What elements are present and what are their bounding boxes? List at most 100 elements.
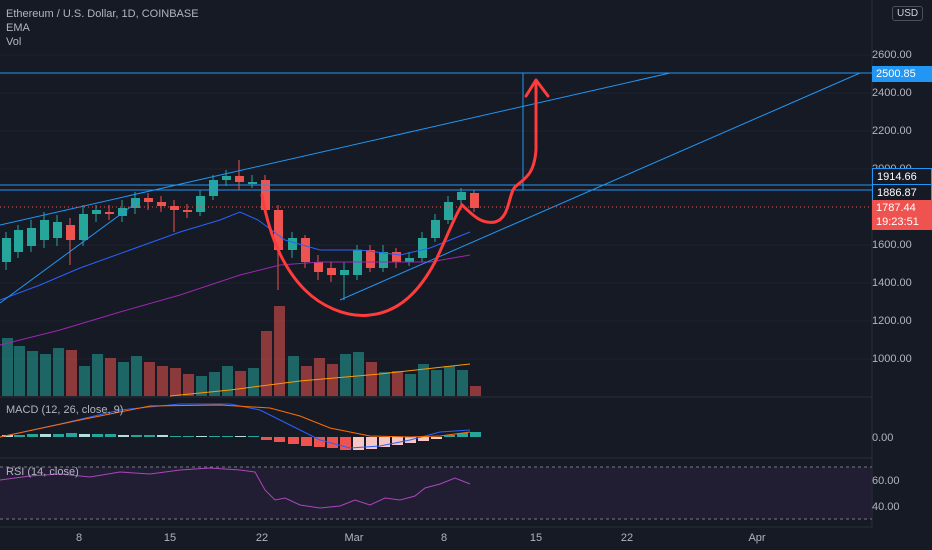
candle-body[interactable] <box>27 228 36 246</box>
candle-body[interactable] <box>431 220 440 238</box>
macd-signal-line <box>0 404 471 438</box>
candle-body[interactable] <box>2 238 11 262</box>
candle-body[interactable] <box>418 238 427 258</box>
time-tick: 22 <box>620 532 634 544</box>
time-tick: 15 <box>163 532 177 544</box>
candle-body[interactable] <box>301 238 310 262</box>
candle-body[interactable] <box>366 250 375 268</box>
candle-body[interactable] <box>248 182 257 184</box>
macd-bar <box>457 433 468 437</box>
macd-bar <box>183 436 194 437</box>
macd-bar <box>340 437 351 450</box>
macd-bar <box>131 435 142 437</box>
rsi-legend[interactable]: RSI (14, close) <box>6 466 79 478</box>
volume-bar <box>288 356 299 396</box>
macd-tick: 0.00 <box>872 432 894 444</box>
candle-body[interactable] <box>157 202 166 206</box>
candle-body[interactable] <box>144 198 153 202</box>
candle-body[interactable] <box>470 193 479 208</box>
ema-fast-line <box>0 211 471 301</box>
volume-bar <box>118 362 129 396</box>
lower-trendline[interactable] <box>339 72 861 301</box>
candle-body[interactable] <box>105 212 114 214</box>
cup-annotation-path[interactable] <box>260 80 538 317</box>
price-tick: 1200.00 <box>872 315 912 327</box>
candle-body[interactable] <box>196 196 205 212</box>
volume-bar <box>14 346 25 396</box>
volume-bar <box>379 372 390 396</box>
volume-bar <box>248 368 259 396</box>
candle-body[interactable] <box>79 214 88 240</box>
candle-body[interactable] <box>405 258 414 262</box>
upper-trendline[interactable] <box>0 72 671 226</box>
candle-body[interactable] <box>327 268 336 275</box>
volume-bar <box>327 364 338 396</box>
macd-legend[interactable]: MACD (12, 26, close, 9) <box>6 404 124 416</box>
macd-bar <box>274 437 285 442</box>
volume-bar <box>301 366 312 396</box>
macd-bar <box>431 437 442 439</box>
volume-bar <box>340 354 351 396</box>
candle-body[interactable] <box>457 192 466 200</box>
candle-body[interactable] <box>170 206 179 210</box>
candle-body[interactable] <box>379 252 388 268</box>
volume-bar <box>392 371 403 396</box>
candle-body[interactable] <box>261 180 270 210</box>
macd-bar <box>157 435 168 437</box>
macd-bar <box>14 435 25 437</box>
candle-body[interactable] <box>340 270 349 275</box>
macd-bar <box>444 435 455 437</box>
macd-bar <box>379 437 390 447</box>
volume-bars <box>2 306 481 396</box>
rsi-tick: 40.00 <box>872 501 900 513</box>
macd-bar <box>144 435 155 437</box>
macd-bar <box>40 434 51 437</box>
candle-body[interactable] <box>314 262 323 272</box>
time-tick: 8 <box>440 532 448 544</box>
channel-line[interactable] <box>0 199 141 304</box>
last-price-tag: 1787.44 <box>872 200 932 216</box>
volume-bar <box>261 331 272 396</box>
currency-button[interactable]: USD <box>892 6 924 21</box>
candle-body[interactable] <box>14 230 23 252</box>
macd-bar <box>248 436 259 437</box>
candle-body[interactable] <box>92 210 101 214</box>
macd-bar <box>27 434 38 437</box>
volume-bar <box>353 352 364 396</box>
candle-body[interactable] <box>183 210 192 212</box>
candle-body[interactable] <box>40 220 49 240</box>
ema-legend[interactable]: EMA <box>6 22 30 34</box>
vol-legend[interactable]: Vol <box>6 36 22 48</box>
candle-body[interactable] <box>222 176 231 180</box>
macd-bar <box>418 437 429 441</box>
ema-slow-line <box>0 254 471 346</box>
candle-body[interactable] <box>118 208 127 216</box>
candle-body[interactable] <box>444 202 453 220</box>
rsi-tick: 60.00 <box>872 475 900 487</box>
volume-bar <box>79 366 90 396</box>
volume-bar <box>2 338 13 396</box>
candle-body[interactable] <box>209 180 218 196</box>
macd-bar <box>170 436 181 437</box>
candle-body[interactable] <box>392 252 401 262</box>
macd-bar <box>79 434 90 437</box>
candle-body[interactable] <box>53 222 62 238</box>
volume-bar <box>183 374 194 396</box>
candle-body[interactable] <box>235 176 244 182</box>
time-tick: 8 <box>75 532 83 544</box>
candlesticks[interactable] <box>2 160 479 300</box>
macd-bar <box>314 437 325 447</box>
macd-histogram <box>2 432 481 450</box>
price-tick: 2600.00 <box>872 49 912 61</box>
time-tick: 15 <box>529 532 543 544</box>
volume-bar <box>27 351 38 396</box>
volume-bar <box>222 366 233 396</box>
volume-bar <box>209 372 220 396</box>
candle-body[interactable] <box>66 225 75 240</box>
volume-bar <box>40 354 51 396</box>
symbol-title[interactable]: Ethereum / U.S. Dollar, 1D, COINBASE <box>6 8 199 20</box>
volume-bar <box>66 350 77 396</box>
candle-body[interactable] <box>288 238 297 250</box>
candle-body[interactable] <box>274 210 283 250</box>
